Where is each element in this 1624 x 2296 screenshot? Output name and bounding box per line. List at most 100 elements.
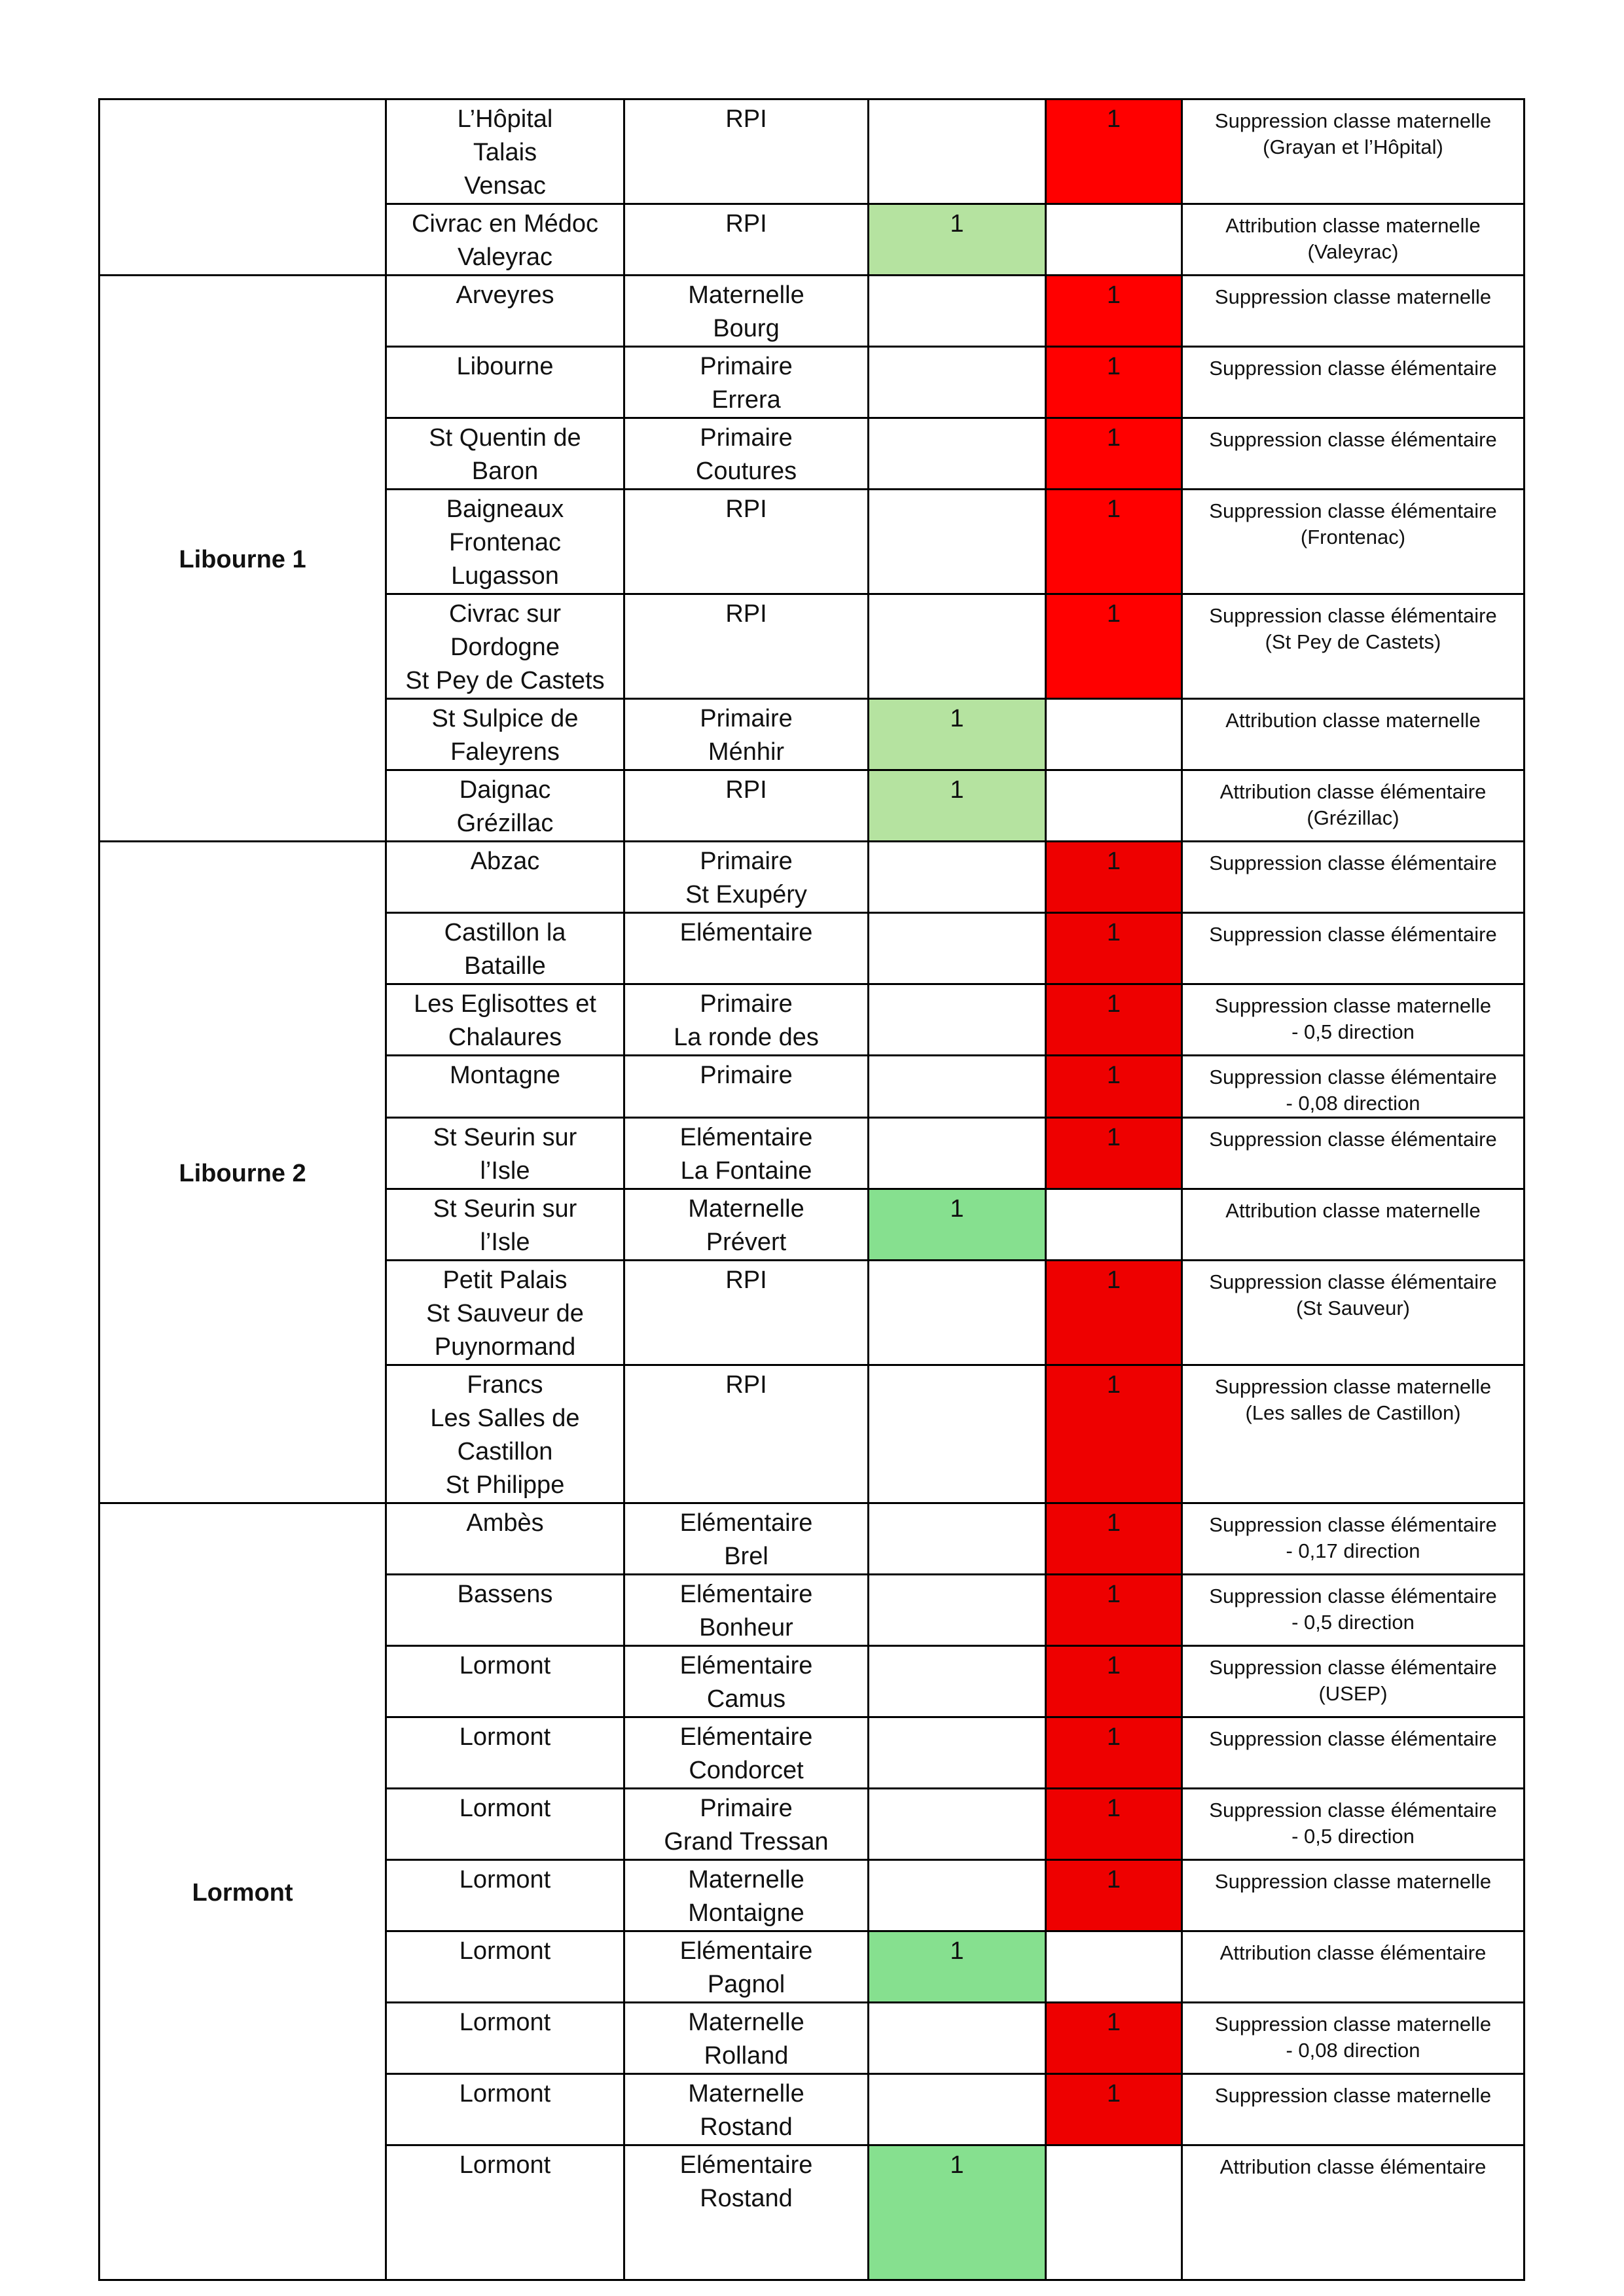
suppression-count-cell: 1 [1045,346,1183,419]
suppression-count-cell: 1 [1045,2001,1183,2075]
table-row: Castillon la Bataille Elémentaire 1 Suppres… [99,912,1525,985]
comment-cell: Suppression classe élémentaire (USEP) [1181,1645,1525,1718]
attribution-count-cell: 1 [867,769,1047,842]
commune-cell: Lormont [385,1787,625,1861]
school-type-cell: Elémentaire Condorcet [623,1716,869,1789]
attribution-count-cell [867,1645,1047,1718]
comment-cell: Suppression classe élémentaire [1181,346,1525,419]
commune-cell: St Sulpice de Faleyrens [385,698,625,771]
suppression-count-cell: 1 [1045,1787,1183,1861]
comment-cell: Suppression classe élémentaire (Frontena… [1181,488,1525,595]
attribution-count-cell [867,1259,1047,1366]
school-type-cell: Elémentaire Brel [623,1502,869,1575]
attribution-count-cell [867,1787,1047,1861]
comment-cell: Suppression classe maternelle (Grayan et… [1181,98,1525,205]
comment-cell: Attribution classe maternelle [1181,698,1525,771]
school-type-cell: RPI [623,98,869,205]
suppression-count-cell: 1 [1045,417,1183,490]
comment-cell: Suppression classe maternelle (Les salle… [1181,1364,1525,1504]
commune-cell: Petit Palais St Sauveur de Puynormand [385,1259,625,1366]
circonscription-cell: Libourne 1 [98,274,387,842]
school-type-cell: Primaire Grand Tressan [623,1787,869,1861]
school-type-cell: RPI [623,769,869,842]
school-type-cell: Primaire Coutures [623,417,869,490]
table-row: L’Hôpital Talais Vensac RPI 1 Suppression c… [98,98,1525,276]
table-row: Libourne Primaire Errera 1 Suppression clas… [99,346,1525,419]
comment-cell: Suppression classe élémentaire (St Pey d… [1181,593,1525,700]
suppression-count-cell: 1 [1045,1573,1183,1647]
suppression-count-cell: 1 [1045,98,1183,205]
comment-cell: Attribution classe maternelle [1181,1188,1525,1261]
commune-cell: Lormont [385,1930,625,2003]
commune-cell: Lormont [385,2001,625,2075]
table-row: Montagne Primaire 1 Suppression classe élém… [99,1054,1525,1119]
suppression-count-cell: 1 [1045,840,1183,914]
suppression-count-cell [1045,2144,1183,2281]
commune-cell: St Seurin sur l’Isle [385,1188,625,1261]
school-type-cell: Primaire La ronde des [623,983,869,1056]
comment-cell: Suppression classe maternelle - 0,08 dir… [1181,2001,1525,2075]
school-type-cell: Primaire Errera [623,346,869,419]
comment-cell: Suppression classe élémentaire [1181,840,1525,914]
attribution-count-cell [867,983,1047,1056]
school-type-cell: Maternelle Rolland [623,2001,869,2075]
attribution-count-cell [867,912,1047,985]
comment-cell: Attribution classe maternelle (Valeyrac) [1181,203,1525,276]
attribution-count-cell [867,488,1047,595]
school-type-cell: RPI [623,203,869,276]
school-type-cell: Primaire Ménhir [623,698,869,771]
commune-cell: St Seurin sur l’Isle [385,1117,625,1190]
table-row: Libourne 2 Abzac Primaire St Exupéry 1 Suppr… [98,840,1525,1504]
table-row: Lormont Elémentaire Rostand 1 Attribution c… [99,2144,1525,2281]
suppression-count-cell: 1 [1045,1117,1183,1190]
commune-cell: Baigneaux Frontenac Lugasson [385,488,625,595]
attribution-count-cell [867,2073,1047,2146]
comment-cell: Suppression classe élémentaire [1181,417,1525,490]
circonscription-cell: Libourne 2 [98,840,387,1504]
commune-cell: L’Hôpital Talais Vensac [385,98,625,205]
school-type-cell: Elémentaire Camus [623,1645,869,1718]
school-type-cell: Maternelle Prévert [623,1188,869,1261]
commune-cell: Lormont [385,1859,625,1932]
commune-cell: Bassens [385,1573,625,1647]
attribution-count-cell [867,274,1047,348]
school-type-cell: Elémentaire Bonheur [623,1573,869,1647]
attribution-count-cell: 1 [867,1930,1047,2003]
commune-cell: Castillon la Bataille [385,912,625,985]
commune-cell: Civrac sur Dordogne St Pey de Castets [385,593,625,700]
commune-cell: Francs Les Salles de Castillon St Philip… [385,1364,625,1504]
commune-cell: Les Eglisottes et Chalaures [385,983,625,1056]
table-row: Petit Palais St Sauveur de Puynormand RPI… [99,1259,1525,1366]
suppression-count-cell: 1 [1045,1054,1183,1119]
attribution-count-cell: 1 [867,1188,1047,1261]
attribution-count-cell [867,593,1047,700]
comment-cell: Suppression classe maternelle [1181,274,1525,348]
attribution-count-cell [867,1573,1047,1647]
comment-cell: Suppression classe élémentaire - 0,17 di… [1181,1502,1525,1575]
school-type-cell: Maternelle Bourg [623,274,869,348]
comment-cell: Suppression classe élémentaire [1181,1117,1525,1190]
commune-cell: Lormont [385,1645,625,1718]
table-row: Lormont Maternelle Rostand 1 Suppression cl… [99,2073,1525,2146]
circonscription-cell: Lormont [98,1502,387,2281]
suppression-count-cell: 1 [1045,1645,1183,1718]
suppression-count-cell: 1 [1045,1716,1183,1789]
table-row: St Quentin de Baron Primaire Coutures 1 Sup… [99,417,1525,490]
attribution-count-cell [867,1716,1047,1789]
table-row: Francs Les Salles de Castillon St Philip… [99,1364,1525,1504]
table-row: St Seurin sur l’Isle Maternelle Prévert 1 A… [99,1188,1525,1261]
suppression-count-cell: 1 [1045,1502,1183,1575]
commune-cell: Lormont [385,2144,625,2281]
table-row: Lormont Elémentaire Pagnol 1 Attribution cl… [99,1930,1525,2003]
comment-cell: Suppression classe élémentaire - 0,5 dir… [1181,1787,1525,1861]
comment-cell: Suppression classe élémentaire [1181,1716,1525,1789]
commune-cell: Arveyres [385,274,625,348]
suppression-count-cell [1045,1188,1183,1261]
commune-cell: Libourne [385,346,625,419]
attribution-count-cell [867,840,1047,914]
school-type-cell: Elémentaire Rostand [623,2144,869,2281]
school-type-cell: Maternelle Rostand [623,2073,869,2146]
suppression-count-cell: 1 [1045,1364,1183,1504]
suppression-count-cell: 1 [1045,274,1183,348]
table-row: Lormont Ambès Elémentaire Brel 1 Suppression… [98,1502,1525,2281]
